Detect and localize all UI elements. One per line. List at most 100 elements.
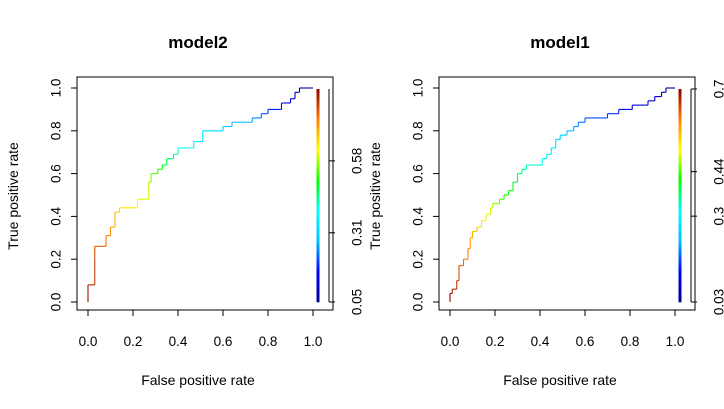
colorbar-tick-label: 0.3	[712, 207, 724, 226]
colorbar-segment	[678, 138, 682, 143]
colorbar-segment	[678, 202, 682, 207]
colorbar-segment	[678, 92, 682, 97]
colorbar-segment	[316, 209, 320, 214]
colorbar-segment	[678, 99, 682, 104]
colorbar-segment	[678, 170, 682, 175]
colorbar-segment	[316, 99, 320, 104]
colorbar-segment	[678, 238, 682, 242]
colorbar-segment	[678, 223, 682, 228]
colorbar-segment	[678, 177, 682, 182]
colorbar-segment	[316, 213, 320, 218]
y-axis-title: True positive rate	[5, 142, 21, 250]
y-tick-label: 1.0	[411, 79, 426, 98]
colorbar-segment	[678, 273, 682, 278]
colorbar-segment	[678, 284, 682, 289]
colorbar-segment	[316, 106, 320, 111]
x-tick-label: 0.6	[576, 334, 595, 349]
colorbar-segment	[316, 110, 320, 115]
colorbar-segment	[316, 167, 320, 171]
colorbar-segment	[678, 241, 682, 246]
colorbar-segment	[316, 124, 320, 129]
colorbar-segment	[316, 202, 320, 207]
colorbar-segment	[678, 199, 682, 203]
colorbar-segment	[316, 216, 320, 221]
y-axis-title: True positive rate	[367, 142, 383, 250]
colorbar: 0.05 0.31 0.58	[316, 89, 365, 315]
colorbar-segment	[316, 174, 320, 179]
colorbar: 0.03 0.3 0.44 0.7	[678, 80, 724, 315]
colorbar-segment	[678, 96, 682, 100]
colorbar-segment	[678, 106, 682, 111]
colorbar-segment	[316, 89, 320, 93]
colorbar-segment	[316, 138, 320, 143]
colorbar-segment	[678, 209, 682, 214]
colorbar-segment	[678, 191, 682, 196]
y-tick-label: 0.2	[411, 250, 426, 269]
colorbar-segment	[678, 142, 682, 147]
colorbar-segment	[316, 227, 320, 232]
x-tick-label: 1.0	[666, 334, 685, 349]
colorbar-segment	[678, 277, 682, 281]
colorbar-segment	[316, 294, 320, 299]
colorbar-segment	[316, 160, 320, 164]
colorbar-segment	[678, 117, 682, 122]
x-axis: 0.0 0.2 0.4 0.6 0.8 1.0	[441, 309, 685, 349]
colorbar-segment	[678, 245, 682, 250]
colorbar-segment	[316, 195, 320, 200]
colorbar-segment	[316, 291, 320, 296]
colorbar-segment	[316, 223, 320, 228]
colorbar-segment	[316, 120, 320, 125]
colorbar-segment	[316, 149, 320, 154]
colorbar-segment	[678, 213, 682, 218]
colorbar-segment	[316, 270, 320, 274]
colorbar-segment	[316, 96, 320, 100]
colorbar-segment	[316, 117, 320, 122]
panel-model2: model2 0.0 0.2 0.4 0.6 0.8 1.0 0.00.20.40.60.…	[5, 33, 365, 388]
x-axis-title: False positive rate	[141, 372, 255, 388]
colorbar-segment	[678, 110, 682, 115]
colorbar-segment	[316, 156, 320, 161]
colorbar-segment	[678, 255, 682, 260]
colorbar-segment	[678, 227, 682, 232]
colorbar-segment	[316, 259, 320, 264]
colorbar-segment	[678, 294, 682, 299]
colorbar-tick-label: 0.44	[712, 158, 724, 185]
colorbar-segment	[678, 113, 682, 118]
roc-curve	[87, 87, 313, 302]
y-tick-label: 0.4	[49, 207, 64, 226]
x-tick-label: 0.6	[214, 334, 233, 349]
colorbar-segment	[316, 188, 320, 193]
colorbar-segment	[678, 266, 682, 271]
colorbar-segment	[678, 174, 682, 179]
colorbar-segment	[316, 135, 320, 139]
colorbar-segment	[316, 199, 320, 203]
colorbar-segment	[316, 191, 320, 196]
y-tick-label: 0.4	[411, 207, 426, 226]
y-axis: 0.0 0.2 0.4 0.6 0.8 1.0	[411, 79, 440, 311]
colorbar-segment	[316, 128, 320, 132]
colorbar-segment	[316, 287, 320, 292]
colorbar-segment	[678, 280, 682, 285]
x-tick-label: 0.8	[259, 334, 278, 349]
colorbar-segment	[678, 188, 682, 193]
colorbar-segment	[678, 259, 682, 264]
x-tick-label: 0.4	[169, 334, 188, 349]
colorbar-segment	[316, 280, 320, 285]
colorbar-segment	[316, 255, 320, 260]
colorbar-segment	[678, 160, 682, 164]
colorbar-segment	[678, 195, 682, 200]
colorbar-segment	[678, 291, 682, 296]
y-tick-label: 0.0	[49, 293, 64, 312]
colorbar-segment	[316, 273, 320, 278]
colorbar-segment	[316, 298, 320, 303]
colorbar-segment	[316, 145, 320, 150]
colorbar-segment	[678, 103, 682, 108]
colorbar-segment	[316, 177, 320, 182]
x-tick-label: 0.2	[486, 334, 505, 349]
colorbar-segment	[316, 142, 320, 147]
colorbar-segment	[316, 231, 320, 235]
y-axis: 0.0 0.2 0.4 0.6 0.8 1.0	[49, 79, 78, 312]
colorbar-segment	[678, 156, 682, 161]
